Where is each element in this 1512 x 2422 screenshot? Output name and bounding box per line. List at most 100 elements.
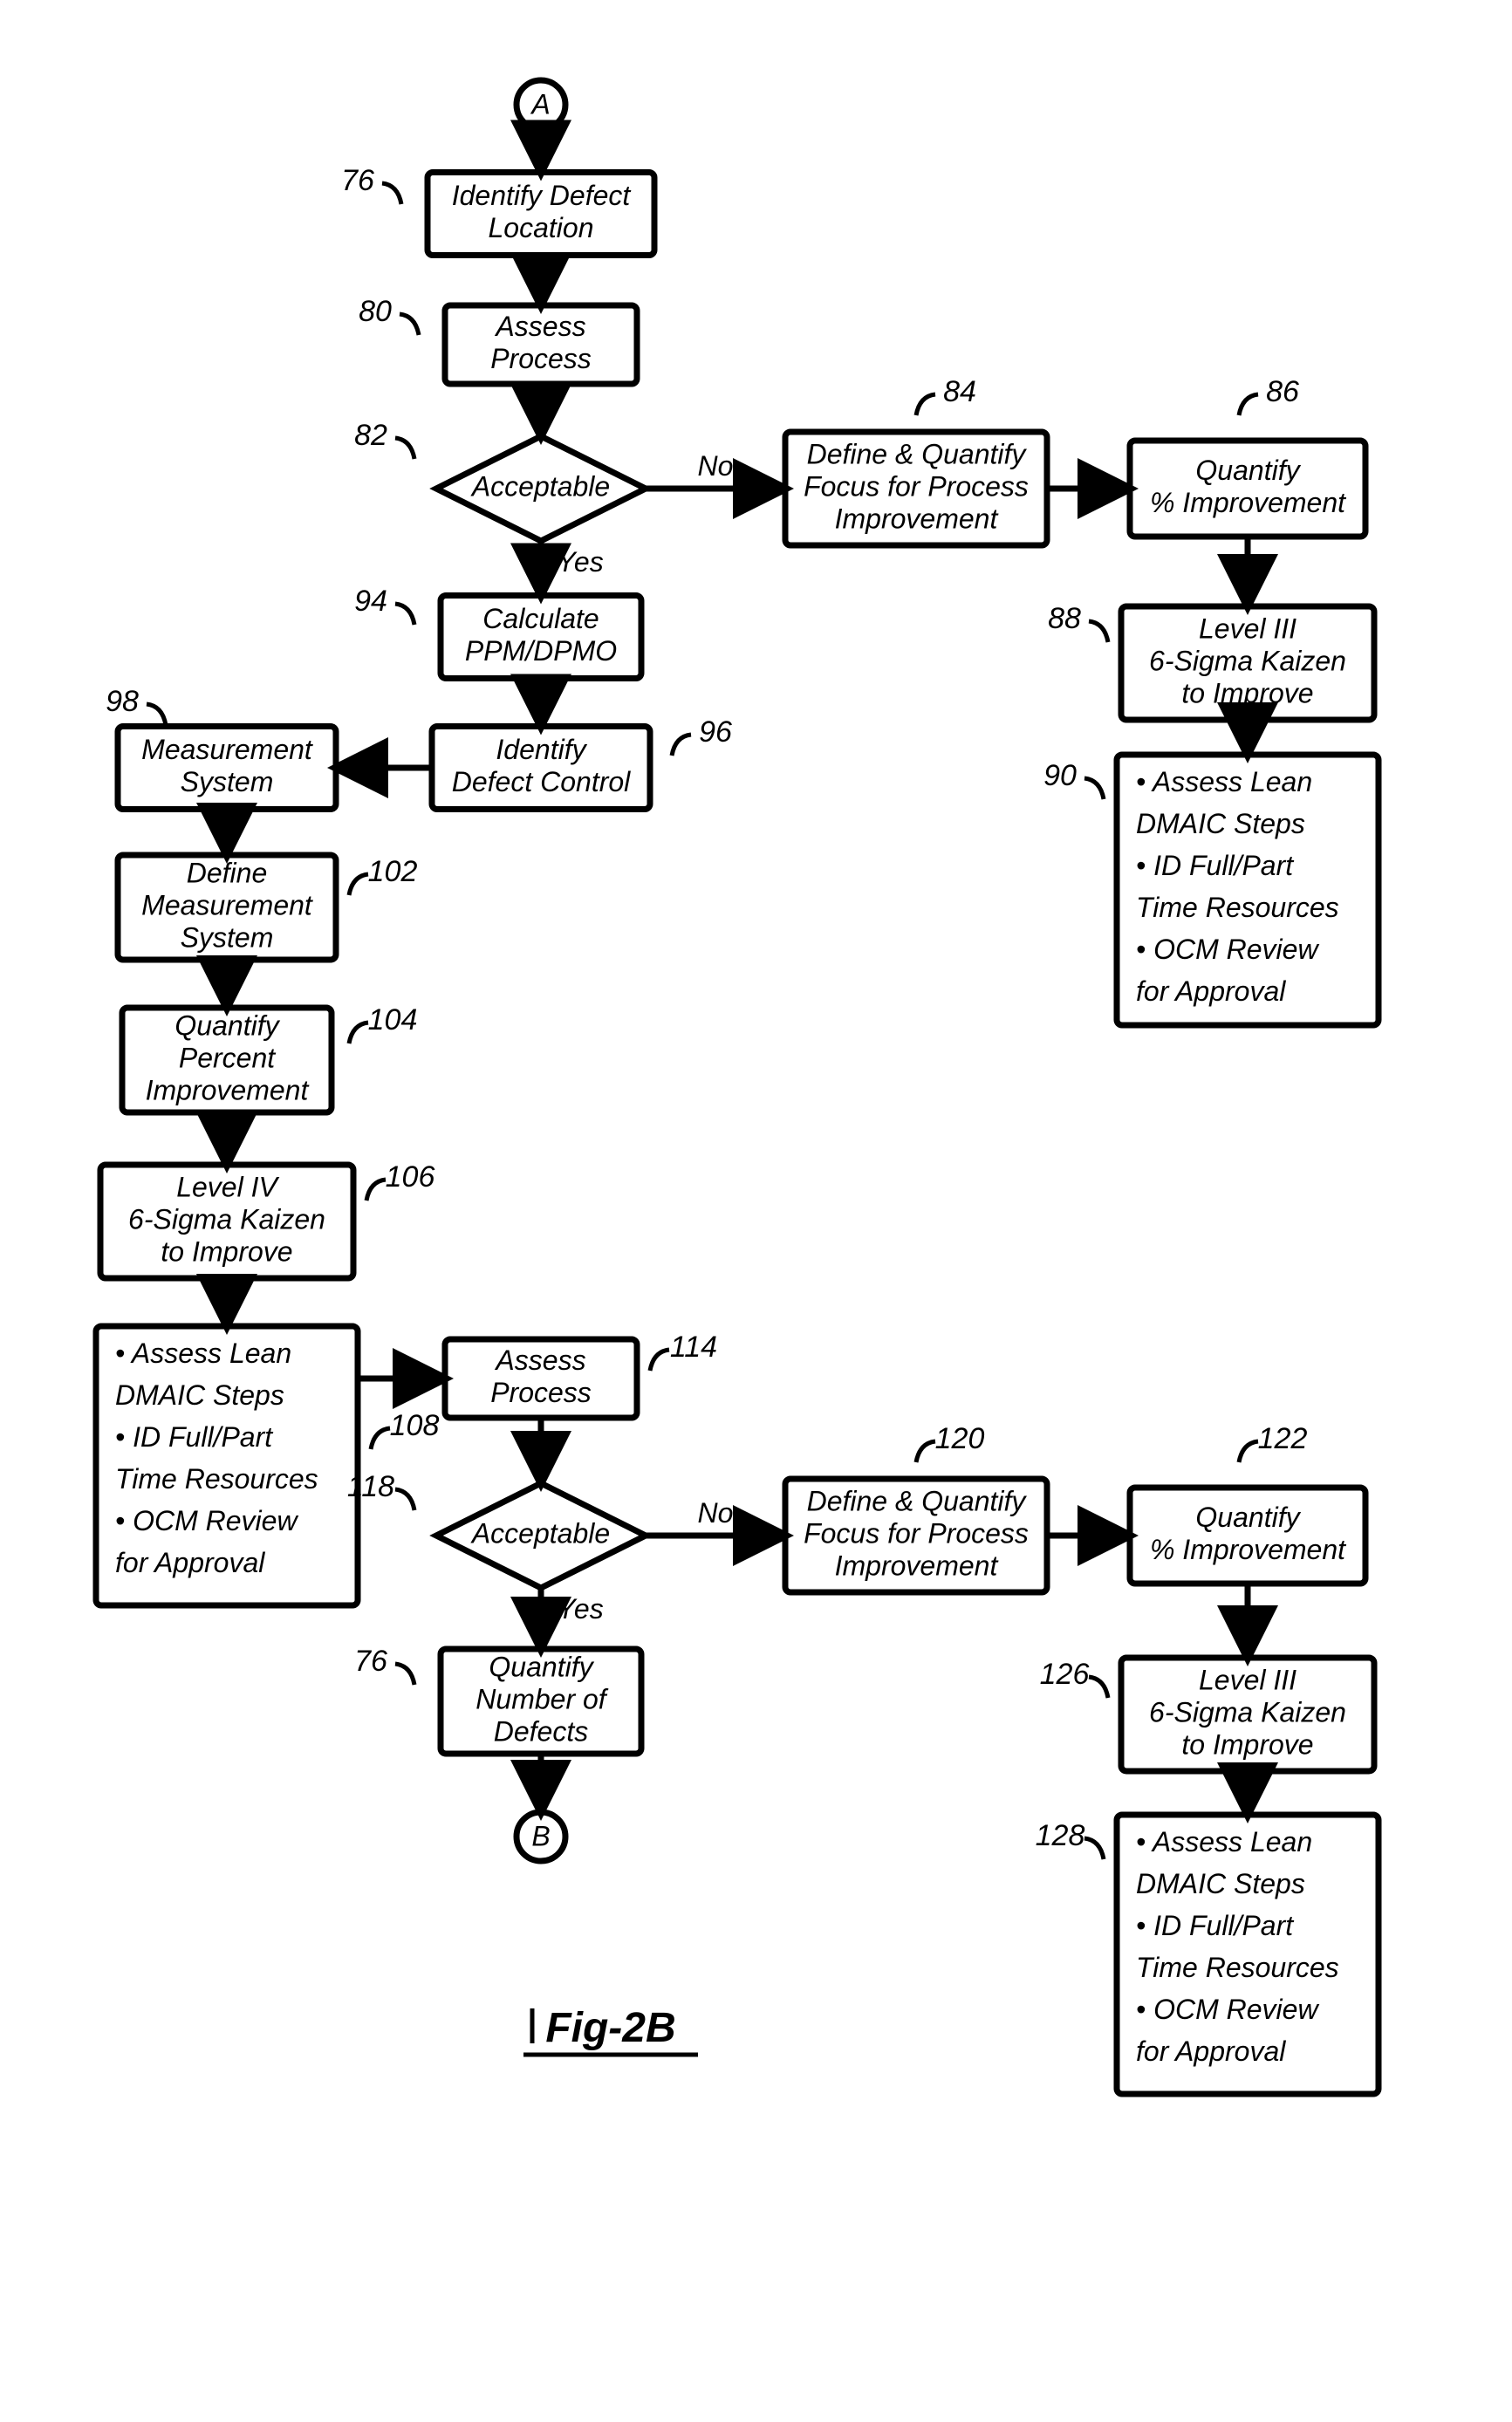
node-n122: Quantify% Improvement [1130,1488,1365,1584]
ref-number: 104 [368,1003,418,1037]
ref-tick [395,438,414,459]
connector-label: B [531,1820,550,1851]
ref-122: 122 [1239,1422,1307,1462]
ref-tick [382,183,401,204]
node-text: 6-Sigma Kaizen [1149,645,1346,676]
node-text: Calculate [482,603,599,634]
ref-number: 106 [386,1160,435,1194]
bullet-text: for Approval [1136,975,1286,1007]
ref-tick [1089,1677,1108,1698]
node-text: Measurement [141,889,313,920]
ref-108: 108 [371,1409,439,1449]
ref-tick [1089,621,1108,642]
node-text: Improvement [146,1074,310,1105]
edge-label: Yes [557,546,603,578]
connector-A: A [517,80,565,129]
ref-number: 96 [699,715,732,749]
node-text: Percent [179,1042,276,1073]
node-n104: QuantifyPercentImprovement [122,1008,332,1112]
edge-label: No [698,450,734,482]
ref-tick [349,1023,368,1043]
node-text: Measurement [141,734,313,765]
node-text: Number of [475,1683,609,1714]
node-n118: Acceptable [436,1483,646,1588]
node-n120: Define & QuantifyFocus for ProcessImprov… [785,1479,1047,1592]
ref-tick [400,314,419,335]
node-n108: • Assess Lean DMAIC Steps• ID Full/Part … [96,1326,358,1605]
node-n84: Define & QuantifyFocus for ProcessImprov… [785,432,1047,545]
bullet-text: • ID Full/Part [1136,1910,1294,1941]
ref-number: 76 [341,164,374,197]
node-text: Quantify [1195,1502,1301,1533]
ref-tick [1239,1441,1258,1462]
ref-126: 126 [1040,1658,1108,1698]
bullet-text: • ID Full/Part [1136,850,1294,881]
bullet-text: • Assess Lean [115,1338,291,1369]
node-n96: IdentifyDefect Control [432,727,650,810]
node-text: Quantify [174,1010,280,1042]
ref-number: 98 [106,685,139,718]
node-text: 6-Sigma Kaizen [128,1203,325,1235]
bullet-text: • OCM Review [115,1505,298,1536]
node-n76: Identify DefectLocation [428,173,654,256]
edge-label: No [698,1497,734,1529]
ref-number: 82 [354,419,387,452]
node-text: Defect Control [452,766,631,797]
ref-number: 122 [1258,1422,1308,1455]
node-n88: Level III6-Sigma Kaizento Improve [1121,606,1374,720]
node-text: Quantify [1195,455,1301,486]
ref-tick [371,1428,390,1449]
ref-84: 84 [916,375,976,415]
node-text: % Improvement [1150,487,1346,518]
ref-tick [1239,394,1258,415]
node-n126: Level III6-Sigma Kaizento Improve [1121,1658,1374,1771]
node-text: Define & Quantify [807,1486,1028,1517]
node-text: Level IV [176,1172,279,1203]
ref-tick [1084,778,1104,799]
node-text: Focus for Process [804,1517,1029,1549]
node-text: to Improve [161,1235,292,1267]
node-text: Acceptable [470,470,610,502]
ref-number: 118 [347,1470,394,1503]
ref-tick [916,394,935,415]
bullet-text: for Approval [115,1547,265,1578]
bullet-text: for Approval [1136,2035,1286,2067]
node-n106: Level IV6-Sigma Kaizento Improve [100,1165,353,1278]
ref-120: 120 [916,1422,984,1462]
node-text: Location [489,212,594,243]
figure-label: Fig-2B [523,2005,698,2055]
ref-98: 98 [106,685,166,725]
ref-104: 104 [349,1003,417,1043]
ref-tick [395,1489,414,1510]
connector-label: A [530,88,550,120]
ref-86: 86 [1239,375,1299,415]
node-text: Improvement [835,1550,999,1581]
bullet-text: • Assess Lean [1136,1826,1312,1858]
ref-128: 128 [1036,1819,1104,1859]
ref-tick [395,604,414,625]
ref-number: 126 [1040,1658,1090,1691]
node-n102: DefineMeasurementSystem [118,855,336,960]
ref-tick [916,1441,935,1462]
bullet-text: • ID Full/Part [115,1421,273,1453]
ref-102: 102 [349,855,417,895]
bullet-text: • OCM Review [1136,1994,1319,2025]
node-text: Focus for Process [804,470,1029,502]
bullet-text: Time Resources [1136,1952,1339,1983]
bullet-text: Time Resources [115,1463,318,1495]
bullet-text: • OCM Review [1136,934,1319,965]
node-text: System [181,921,274,953]
bullet-text: • Assess Lean [1136,766,1312,797]
ref-number: 114 [670,1331,717,1364]
node-n98: MeasurementSystem [118,727,336,810]
bullet-text: DMAIC Steps [115,1379,284,1411]
node-text: Define [187,858,268,889]
ref-94: 94 [354,585,414,625]
figure-label-text: Fig-2B [545,2005,675,2051]
ref-tick [395,1664,414,1685]
node-n82: Acceptable [436,436,646,541]
flowchart: AIdentify DefectLocation76AssessProcess8… [0,0,1512,2422]
ref-tick [1084,1838,1104,1859]
ref-90: 90 [1043,759,1104,799]
bullet-text: DMAIC Steps [1136,1868,1305,1899]
